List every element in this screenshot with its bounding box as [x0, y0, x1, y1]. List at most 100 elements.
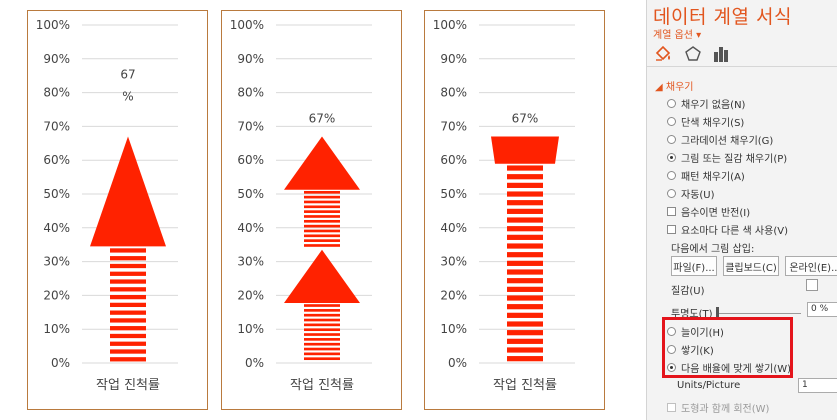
y-tick-label: 10%: [237, 322, 264, 336]
option-label: 채우기 없음(N): [681, 99, 746, 111]
y-tick-label: 50%: [237, 187, 264, 201]
arrow-stripe: [304, 357, 340, 361]
fill-option-solid[interactable]: 단색 채우기(S): [667, 114, 745, 129]
arrow-stripe: [507, 200, 543, 206]
tab-divider: [647, 66, 837, 67]
online-button[interactable]: 온라인(E)...: [785, 256, 837, 276]
fill-option-gradient[interactable]: 그라데이션 채우기(G): [667, 132, 773, 147]
arrow-stripe: [304, 342, 340, 346]
arrow-stripe: [304, 328, 340, 332]
arrow-stripe: [507, 295, 543, 301]
y-tick-label: 40%: [237, 221, 264, 235]
arrow-stripe: [507, 191, 543, 197]
option-label: 패턴 채우기(A): [681, 171, 745, 183]
fill-section-header[interactable]: ◢ 채우기: [655, 82, 694, 93]
checkbox-icon: [667, 402, 676, 412]
arrow-stripe: [110, 248, 146, 253]
arrow-stripe: [110, 310, 146, 315]
y-tick-label: 90%: [440, 52, 467, 66]
radio-selected-icon: [667, 362, 676, 372]
arrow-stripe: [304, 338, 340, 341]
stretch-option[interactable]: 늘이기(H): [667, 324, 724, 339]
texture-picker-icon[interactable]: [806, 279, 818, 291]
arrow-stripe: [304, 210, 340, 213]
data-label: 67%: [309, 112, 336, 126]
arrow-stripe: [110, 326, 146, 331]
arrow-head: [491, 136, 559, 164]
series-options-icon[interactable]: [711, 44, 731, 64]
arrow-stripe: [110, 263, 146, 269]
arrow-stripe: [507, 278, 543, 284]
radio-icon: [667, 116, 676, 126]
rotate-with-shape-checkbox[interactable]: 도형과 함께 회전(W): [667, 400, 769, 415]
file-button[interactable]: 파일(F)...: [671, 256, 717, 276]
invert-if-negative-checkbox[interactable]: 음수이면 반전(I): [667, 204, 750, 219]
fill-line-icon[interactable]: [653, 44, 673, 64]
fill-option-picture[interactable]: 그림 또는 질감 채우기(P): [667, 150, 787, 165]
fill-option-none[interactable]: 채우기 없음(N): [667, 96, 746, 111]
units-picture-label: Units/Picture: [677, 380, 741, 391]
chart-stretch: 0% 10% 20% 30% 40% 50% 60% 70% 80% 90% 100% 작업 진척률 6…: [27, 10, 208, 410]
stack-and-scale-option[interactable]: 다음 배율에 맞게 쌓기(W): [667, 360, 791, 375]
transparency-slider-thumb[interactable]: [716, 307, 719, 319]
units-picture-input[interactable]: 1: [798, 378, 837, 393]
option-label: 쌓기(K): [681, 345, 714, 357]
stack-option[interactable]: 쌓기(K): [667, 342, 714, 357]
fill-option-pattern[interactable]: 패턴 채우기(A): [667, 168, 745, 183]
y-tick-label: 90%: [43, 52, 70, 66]
radio-icon: [667, 170, 676, 180]
data-label: 67%: [512, 112, 539, 126]
radio-icon: [667, 134, 676, 144]
effects-icon[interactable]: [683, 44, 703, 64]
arrow-stripe: [507, 243, 543, 249]
y-tick-label: 70%: [43, 119, 70, 133]
arrow-stripe: [304, 224, 340, 228]
arrow-stripe: [507, 182, 543, 188]
transparency-input[interactable]: 0 %: [807, 302, 837, 317]
x-axis-label: 작업 진척률: [96, 378, 160, 393]
arrow-stripe: [110, 279, 146, 284]
arrow-stripe: [507, 217, 543, 223]
chart-plot-stretch: 0% 10% 20% 30% 40% 50% 60% 70% 80% 90% 100% 작업 진척률 6…: [36, 18, 178, 393]
option-label: 늘이기(H): [681, 327, 724, 339]
y-tick-label: 20%: [43, 288, 70, 302]
clipboard-button[interactable]: 클립보드(C): [723, 256, 779, 276]
texture-label: 질감(U): [671, 286, 705, 297]
x-axis-label: 작업 진척률: [290, 378, 354, 393]
arrow-head: [90, 136, 166, 247]
arrow-stripe: [304, 347, 340, 351]
arrow-stripe: [110, 333, 146, 339]
option-label: 단색 채우기(S): [681, 117, 745, 129]
fill-option-auto[interactable]: 자동(U): [667, 186, 715, 201]
arrow-stripe: [304, 304, 340, 307]
vary-colors-checkbox[interactable]: 요소마다 다른 색 사용(V): [667, 222, 788, 237]
option-label: 요소마다 다른 색 사용(V): [681, 225, 788, 237]
pane-tabs: [653, 42, 837, 66]
transparency-slider-track[interactable]: [717, 313, 801, 314]
arrow-stripe: [304, 190, 340, 194]
arrow-stripe: [304, 244, 340, 247]
radio-icon: [667, 188, 676, 198]
radio-icon: [667, 98, 676, 108]
arrow-stripe: [304, 313, 340, 317]
y-tick-label: 0%: [51, 356, 70, 370]
y-tick-label: 100%: [230, 18, 264, 32]
arrow-head: [284, 249, 360, 303]
y-tick-label: 20%: [237, 288, 264, 302]
arrow-stripe: [507, 174, 543, 180]
bar-stretch: [90, 136, 166, 362]
arrow-stripe: [507, 312, 543, 318]
series-options-dropdown[interactable]: 계열 옵션 ▾: [653, 30, 702, 41]
arrow-stripe: [507, 304, 543, 310]
arrow-stripe: [304, 229, 340, 233]
transparency-label: 투명도(T): [671, 309, 713, 320]
checkbox-icon: [667, 224, 676, 234]
arrow-stripe: [110, 318, 146, 323]
y-tick-label: 60%: [440, 153, 467, 167]
arrow-stripe: [110, 256, 146, 261]
option-label: 자동(U): [681, 189, 715, 201]
arrow-stripe: [110, 294, 146, 300]
arrow-stripe: [110, 302, 146, 308]
arrow-stripe: [304, 333, 340, 336]
y-tick-label: 20%: [440, 288, 467, 302]
